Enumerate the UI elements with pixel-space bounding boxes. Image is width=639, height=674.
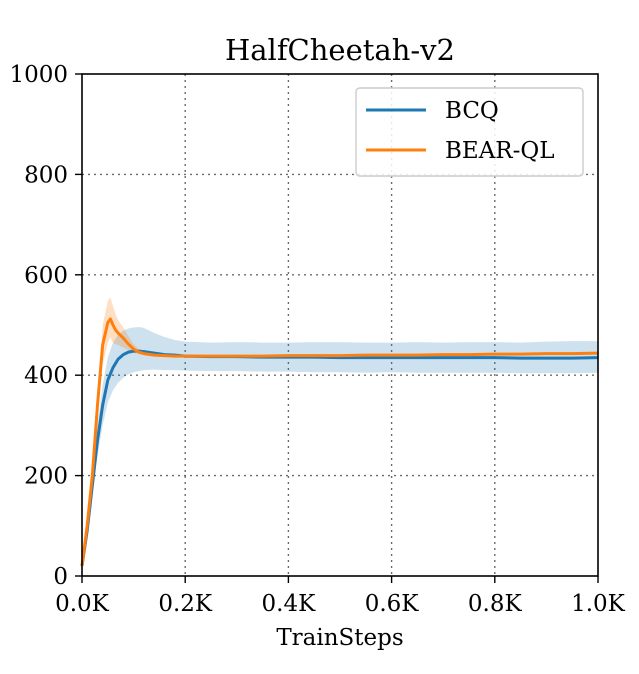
x-tick-label: 1.0K	[571, 591, 626, 617]
confidence-bands	[82, 297, 598, 566]
legend-label-bear-ql: BEAR-QL	[445, 138, 555, 164]
x-tick-label: 0.8K	[468, 591, 523, 617]
plot-frame	[81, 73, 599, 577]
grid-lines	[82, 74, 598, 576]
series-line-bear-ql	[80, 317, 599, 567]
y-tick-label: 0	[53, 564, 68, 590]
band-bcq	[82, 327, 598, 566]
y-tick-label: 600	[24, 263, 68, 289]
series-lines	[80, 317, 599, 567]
chart-title: HalfCheetah-v2	[225, 33, 455, 67]
x-tick-label: 0.2K	[158, 591, 213, 617]
axis-ticks: 0.0K 0.2K 0.4K 0.6K 0.8K 1.0K 0 200 400 600 800 100…	[9, 62, 625, 617]
x-axis-label: TrainSteps	[276, 625, 403, 651]
y-tick-label: 1000	[9, 62, 68, 88]
y-tick-label: 200	[24, 464, 68, 490]
x-tick-label: 0.4K	[262, 591, 317, 617]
y-tick-label: 400	[24, 363, 68, 389]
series-line-bcq	[80, 349, 599, 567]
legend: BCQ BEAR-QL	[355, 87, 584, 177]
y-tick-label: 800	[24, 162, 68, 188]
x-tick-label: 0.6K	[365, 591, 420, 617]
legend-label-bcq: BCQ	[445, 98, 499, 124]
x-tick-label: 0.0K	[55, 591, 110, 617]
